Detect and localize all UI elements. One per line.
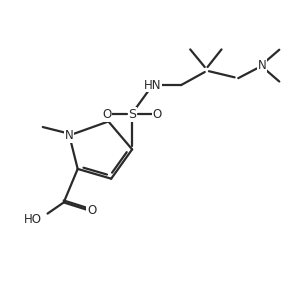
Text: N: N — [65, 129, 74, 142]
Text: HN: HN — [144, 79, 162, 92]
Text: N: N — [258, 59, 266, 72]
Text: O: O — [102, 108, 112, 121]
Text: O: O — [153, 108, 162, 121]
Text: HO: HO — [23, 213, 41, 226]
Text: S: S — [128, 108, 136, 121]
Text: O: O — [87, 204, 96, 217]
